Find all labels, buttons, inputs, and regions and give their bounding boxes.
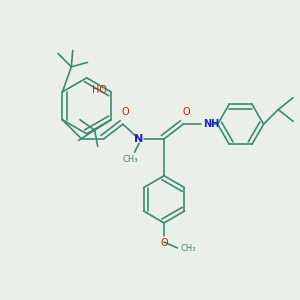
Text: NH: NH (203, 119, 220, 129)
Text: HO: HO (92, 85, 106, 95)
Text: O: O (182, 107, 190, 117)
Text: O: O (160, 238, 168, 248)
Text: CH₃: CH₃ (180, 244, 196, 253)
Text: N: N (134, 134, 144, 144)
Text: CH₃: CH₃ (122, 155, 138, 164)
Text: O: O (122, 107, 130, 117)
